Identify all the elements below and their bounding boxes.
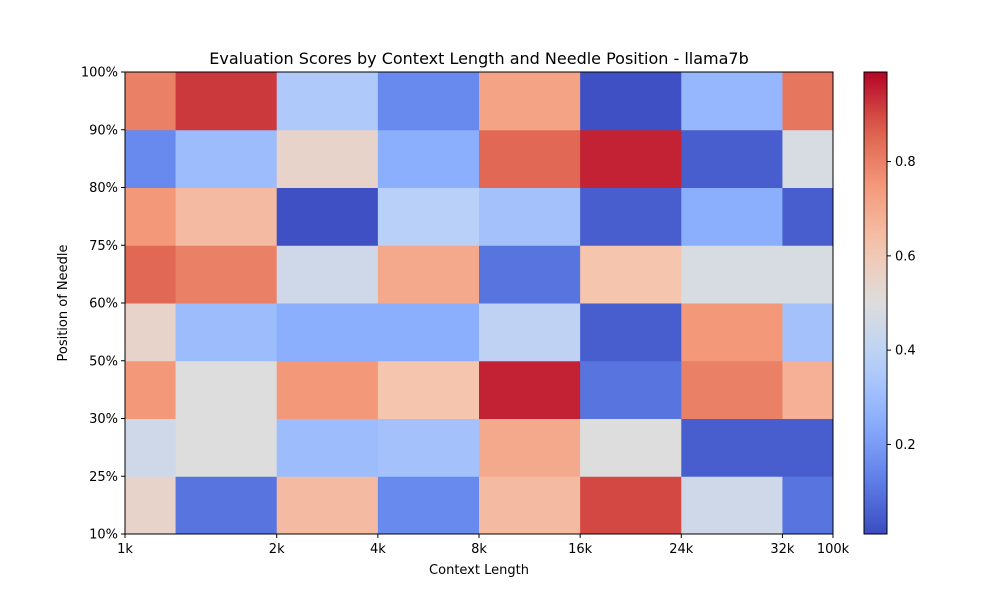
heatmap-cell [276,72,379,131]
heatmap-cell [479,72,581,131]
heatmap-cell [782,418,834,477]
heatmap-cell [479,303,581,362]
heatmap-cell [125,245,177,304]
heatmap-cell [377,187,480,246]
heatmap-cell [125,303,177,362]
heatmap-cell [479,418,581,477]
y-tick-label: 90% [89,123,118,138]
heatmap-cell [580,418,682,477]
heatmap-cell [782,129,834,188]
y-tick-label: 75% [89,239,118,254]
heatmap-cell [681,129,783,188]
heatmap-cell [479,476,581,535]
x-tick-label: 100k [817,542,850,557]
y-tick-label: 10% [89,528,118,543]
colorbar [863,71,888,535]
heatmap-cell [276,418,379,477]
x-axis-ticks: 1k 2k 4k 8k 16k 24k 32k 100k [117,534,850,557]
x-tick-label: 32k [770,542,795,557]
heatmap-cell [377,476,480,535]
y-tick-label: 60% [89,297,118,312]
heatmap-cell [580,476,682,535]
heatmap-cell [276,476,379,535]
x-tick-label: 1k [117,542,133,557]
heatmap-cell [782,187,834,246]
y-tick-label: 80% [89,181,118,196]
x-tick-label: 4k [370,542,386,557]
heatmap-cell [782,72,834,131]
heatmap-cell [681,476,783,535]
heatmap-cell [580,303,682,362]
heatmap-cell [580,187,682,246]
heatmap-cell [377,303,480,362]
heatmap-cell [377,418,480,477]
heatmap-cell [175,187,278,246]
heatmap-cell [681,72,783,131]
heatmap-cell [681,418,783,477]
y-tick-label: 50% [89,354,118,369]
heatmap-cell [175,476,278,535]
x-tick-label: 16k [568,542,593,557]
heatmap-cell [125,360,177,419]
x-tick-label: 8k [471,542,487,557]
heatmap-cell [276,245,379,304]
heatmap-cell [125,187,177,246]
heatmap-cell [276,129,379,188]
chart-title: Evaluation Scores by Context Length and … [209,49,749,68]
y-axis-ticks: 10% 25% 30% 50% 60% 75% 80% 90% 100% [81,66,125,543]
heatmap-cell [377,360,480,419]
heatmap-cell [276,360,379,419]
heatmap-cell [580,129,682,188]
heatmap-cell [125,129,177,188]
heatmap-cell [125,418,177,477]
heatmap-cell [782,360,834,419]
x-tick-label: 2k [269,542,285,557]
heatmap-cell [782,303,834,362]
heatmap-cell [175,418,278,477]
y-tick-label: 30% [89,412,118,427]
heatmap-cell [125,476,177,535]
heatmap-cell [479,360,581,419]
heatmap-cell [681,245,783,304]
colorbar-tick-label: 0.8 [895,155,916,170]
heatmap-cell [276,303,379,362]
y-tick-label: 100% [81,66,118,81]
y-tick-label: 25% [89,470,118,485]
heatmap-cell [276,187,379,246]
heatmap-cell [125,72,177,131]
heatmap-cell [681,360,783,419]
heatmap-cell [580,72,682,131]
heatmap-cell [175,360,278,419]
heatmap-cell [580,245,682,304]
y-axis-label: Position of Needle [56,245,71,362]
heatmap-cell [377,129,480,188]
heatmap-cell [175,129,278,188]
heatmap-cell [479,129,581,188]
colorbar-tick-label: 0.4 [895,344,916,359]
heatmap-cell [377,245,480,304]
heatmap-cell [377,72,480,131]
heatmap-cell [479,245,581,304]
heatmap-cell [175,245,278,304]
colorbar-tick-label: 0.6 [895,249,916,264]
heatmap-cell [175,72,278,131]
x-axis-label: Context Length [429,563,529,578]
colorbar-ticks: 0.2 0.4 0.6 0.8 [887,155,916,453]
colorbar-tick-label: 0.2 [895,438,916,453]
heatmap-cell [479,187,581,246]
heatmap-cell [580,360,682,419]
heatmap-cell [681,187,783,246]
heatmap-cell [782,476,834,535]
x-tick-label: 24k [669,542,694,557]
heatmap-cell [782,245,834,304]
heatmap-cells [125,72,834,535]
heatmap-cell [681,303,783,362]
heatmap-cell [175,303,278,362]
